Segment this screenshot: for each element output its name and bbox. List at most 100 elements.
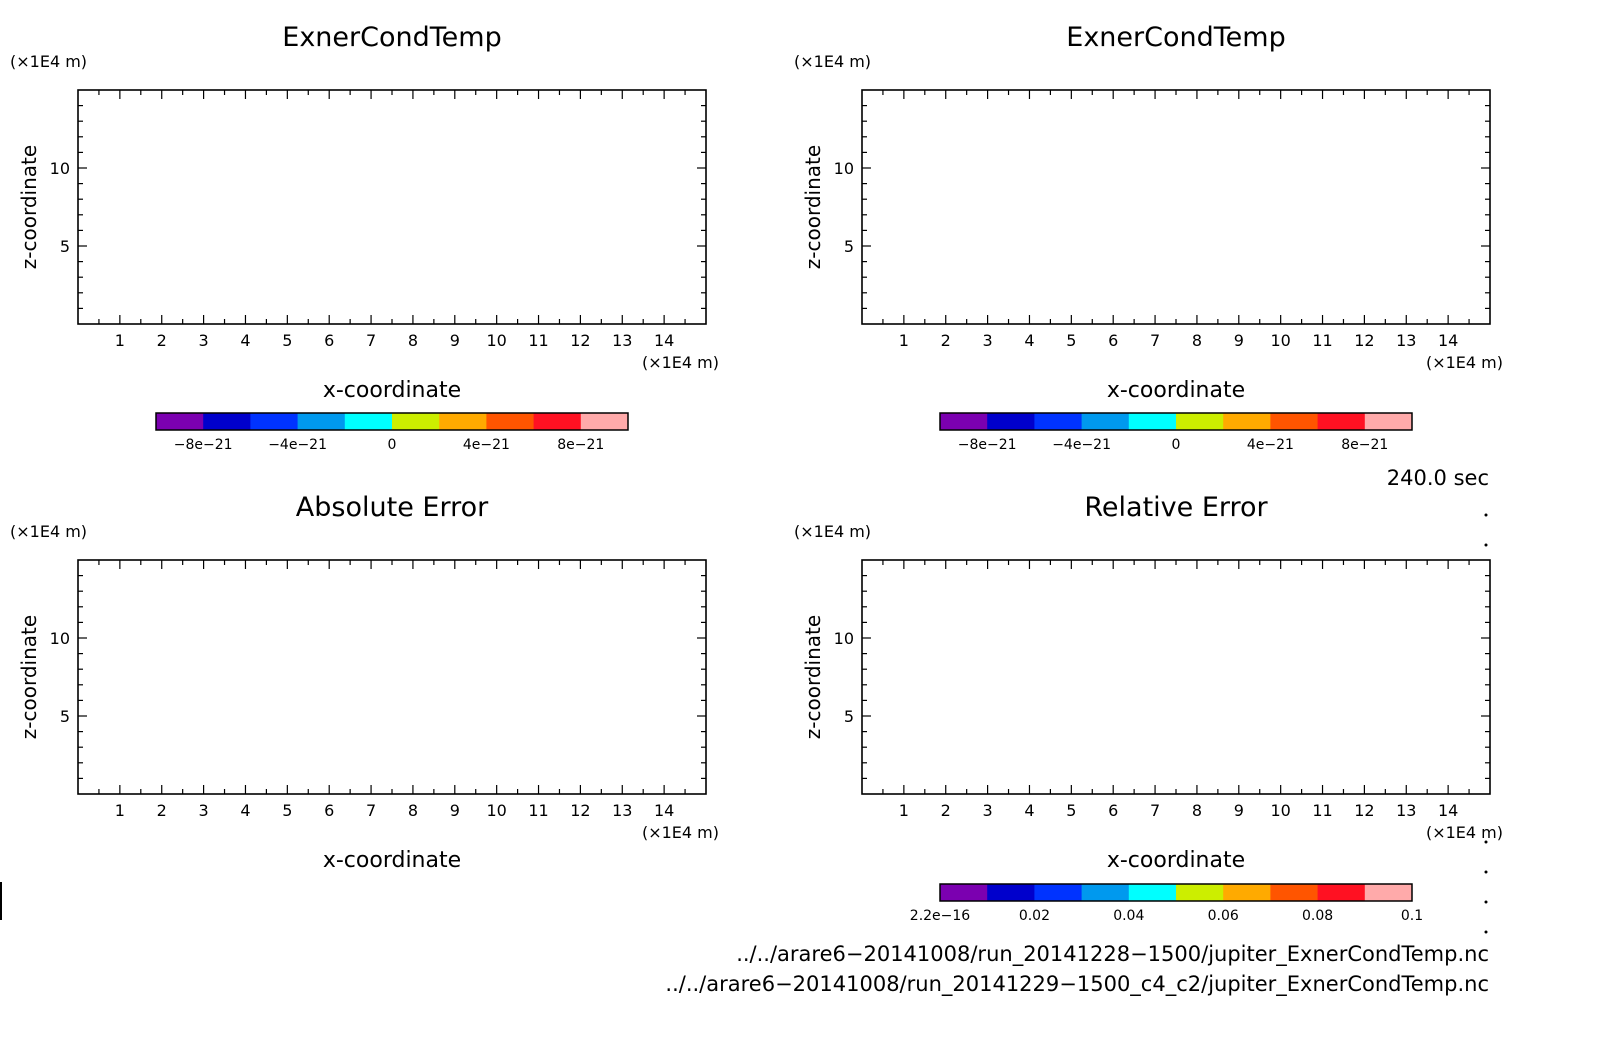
colorbar-swatch xyxy=(297,413,346,430)
x-tick-label: 2 xyxy=(157,331,167,350)
x-tick-label: 7 xyxy=(366,331,376,350)
colorbar-swatch xyxy=(1364,884,1413,901)
colorbar-swatch xyxy=(1270,884,1319,901)
x-tick-label: 1 xyxy=(899,331,909,350)
colorbar-swatch xyxy=(250,413,299,430)
chart-title: Relative Error xyxy=(1084,492,1268,523)
y-axis-label: z-coordinate xyxy=(17,615,41,739)
colorbar-swatch xyxy=(1128,413,1177,430)
colorbar-tick-label: 0.08 xyxy=(1302,908,1333,924)
x-tick-label: 6 xyxy=(324,801,334,820)
colorbar-swatch xyxy=(1034,884,1083,901)
chart-title: Absolute Error xyxy=(296,492,489,523)
colorbar-swatch xyxy=(1081,884,1130,901)
y-tick-label: 5 xyxy=(844,237,854,256)
colorbar-tick-label: 8e−21 xyxy=(557,437,604,453)
y-tick-label: 10 xyxy=(834,159,854,178)
colorbar-tick-label: 0.02 xyxy=(1019,908,1050,924)
x-tick-label: 5 xyxy=(282,801,292,820)
x-unit-label: (×1E4 m) xyxy=(1426,353,1503,372)
x-tick-label: 3 xyxy=(983,801,993,820)
y-tick-label: 5 xyxy=(60,707,70,726)
colorbar-swatch xyxy=(1034,413,1083,430)
plot-frame xyxy=(77,89,707,325)
colorbar-swatch xyxy=(1364,413,1413,430)
x-unit-label: (×1E4 m) xyxy=(1426,823,1503,842)
y-tick-label: 10 xyxy=(50,159,70,178)
x-tick-label: 5 xyxy=(1066,801,1076,820)
y-tick-label: 5 xyxy=(60,237,70,256)
x-tick-label: 13 xyxy=(612,331,632,350)
y-tick-label: 10 xyxy=(50,629,70,648)
x-unit-label: (×1E4 m) xyxy=(642,823,719,842)
x-tick-label: 13 xyxy=(612,801,632,820)
y-axis-label: z-coordinate xyxy=(17,145,41,269)
plot-frame xyxy=(861,89,1491,325)
x-tick-label: 3 xyxy=(199,801,209,820)
colorbar-swatch xyxy=(203,413,251,430)
x-tick-label: 12 xyxy=(1354,331,1374,350)
x-tick-label: 12 xyxy=(1354,801,1374,820)
file-path-2: ../../arare6−20141008/run_20141229−1500_… xyxy=(665,972,1489,996)
colorbar-frame xyxy=(939,412,1413,431)
chart-panel-4: Relative Error (×1E4 m) (×1E4 m) x-coordina… xyxy=(794,492,1503,924)
y-unit-label: (×1E4 m) xyxy=(10,52,87,71)
y-unit-label: (×1E4 m) xyxy=(794,52,871,71)
marker-dot xyxy=(1484,900,1488,904)
x-tick-label: 7 xyxy=(1150,331,1160,350)
x-tick-label: 11 xyxy=(1312,331,1332,350)
x-tick-label: 11 xyxy=(528,331,548,350)
colorbar-swatch xyxy=(1176,884,1224,901)
colorbar-tick-label: −8e−21 xyxy=(174,437,233,453)
colorbar-tick-label: −4e−21 xyxy=(1052,437,1111,453)
x-tick-label: 4 xyxy=(240,331,250,350)
colorbar-swatch xyxy=(580,413,629,430)
marker-dot xyxy=(1484,870,1488,874)
y-tick-label: 10 xyxy=(834,629,854,648)
colorbar-tick-label: 0 xyxy=(388,437,397,453)
x-tick-label: 6 xyxy=(324,331,334,350)
colorbar-swatch xyxy=(156,413,204,430)
x-tick-label: 10 xyxy=(486,331,506,350)
colorbar-swatch xyxy=(533,413,582,430)
x-unit-label: (×1E4 m) xyxy=(642,353,719,372)
x-tick-label: 8 xyxy=(1192,801,1202,820)
colorbar-swatch xyxy=(1223,413,1271,430)
x-tick-label: 6 xyxy=(1108,331,1118,350)
x-tick-label: 13 xyxy=(1396,331,1416,350)
colorbar-tick-label: 0.04 xyxy=(1113,908,1144,924)
x-tick-label: 8 xyxy=(1192,331,1202,350)
x-tick-label: 6 xyxy=(1108,801,1118,820)
x-tick-label: 12 xyxy=(570,331,590,350)
x-tick-label: 2 xyxy=(157,801,167,820)
x-tick-label: 5 xyxy=(1066,331,1076,350)
x-tick-label: 9 xyxy=(450,801,460,820)
colorbar-swatch xyxy=(344,413,393,430)
plot-frame xyxy=(77,559,707,795)
colorbar-tick-label: 4e−21 xyxy=(463,437,510,453)
colorbar-tick-label: −4e−21 xyxy=(268,437,327,453)
colorbar-tick-label: 0.06 xyxy=(1208,908,1239,924)
x-tick-label: 11 xyxy=(1312,801,1332,820)
x-tick-label: 3 xyxy=(983,331,993,350)
chart-panel-1: ExnerCondTemp (×1E4 m) (×1E4 m) x-coordinat… xyxy=(10,22,719,453)
x-tick-label: 10 xyxy=(1270,331,1290,350)
y-tick-label: 5 xyxy=(844,707,854,726)
marker-dot xyxy=(1484,543,1488,547)
colorbar-tick-label: 8e−21 xyxy=(1341,437,1388,453)
x-tick-label: 7 xyxy=(366,801,376,820)
marker-dot xyxy=(1484,930,1488,934)
x-tick-label: 4 xyxy=(1024,331,1034,350)
x-tick-label: 10 xyxy=(486,801,506,820)
colorbar-swatch xyxy=(439,413,487,430)
time-label: 240.0 sec xyxy=(1386,466,1489,490)
colorbar-swatch xyxy=(1128,884,1177,901)
colorbar-swatch xyxy=(1176,413,1224,430)
chart-panel-2: ExnerCondTemp (×1E4 m) (×1E4 m) x-coordinat… xyxy=(794,22,1503,453)
x-tick-label: 4 xyxy=(240,801,250,820)
colorbar-frame xyxy=(155,412,629,431)
x-tick-label: 9 xyxy=(450,331,460,350)
colorbar-tick-label: 0.1 xyxy=(1401,908,1423,924)
x-axis-label: x-coordinate xyxy=(323,848,461,873)
